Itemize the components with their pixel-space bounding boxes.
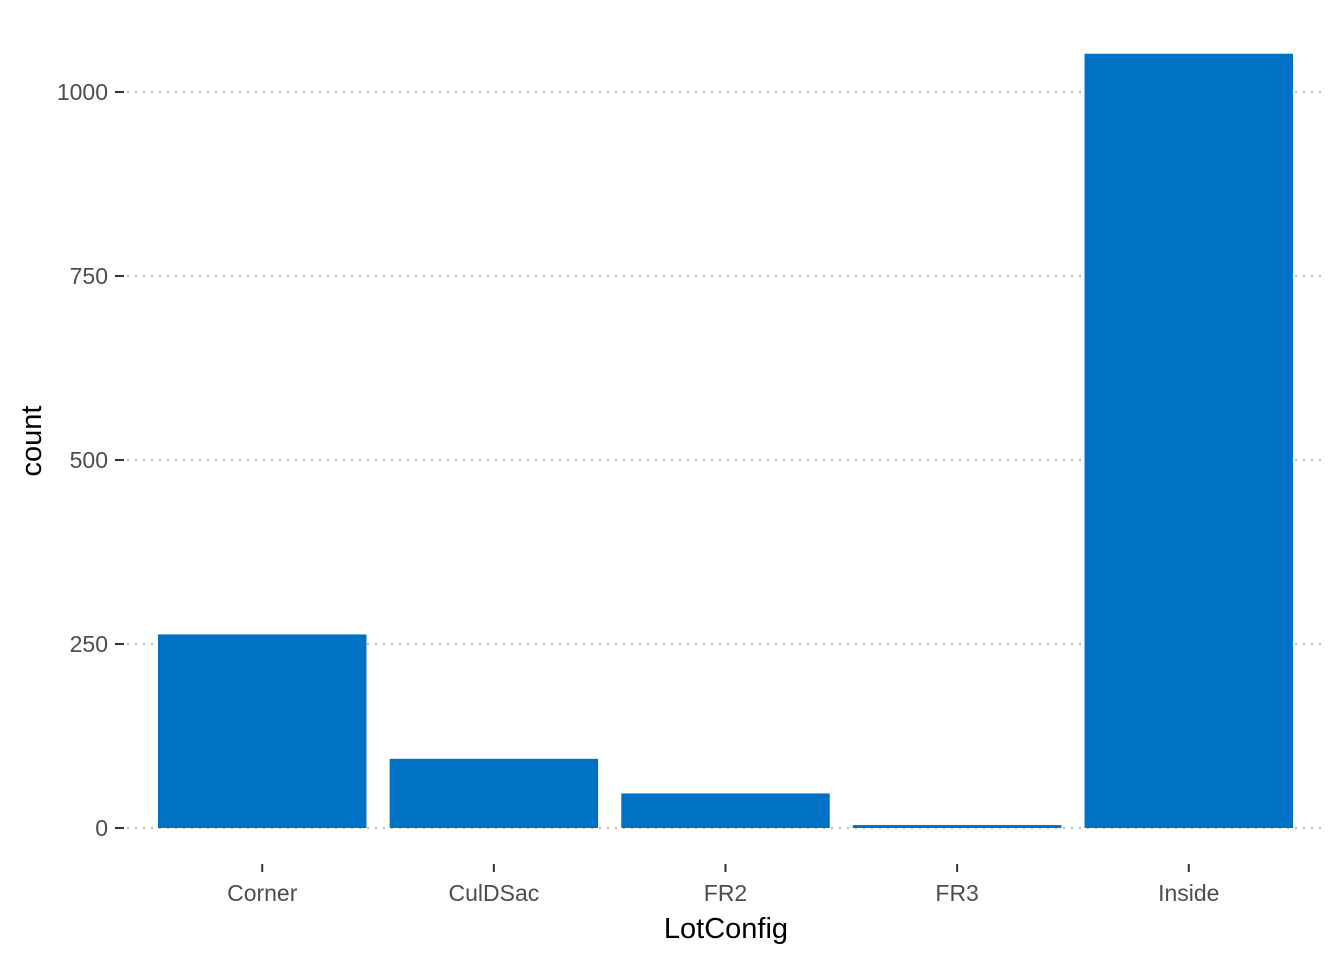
bar-inside bbox=[1084, 53, 1293, 828]
y-tick-label: 500 bbox=[70, 447, 108, 473]
bars bbox=[158, 53, 1293, 828]
y-axis: 0 250 500 750 1000 bbox=[57, 79, 124, 841]
x-axis: Corner CulDSac FR2 FR3 Inside bbox=[227, 864, 1219, 906]
x-tick-label: CulDSac bbox=[448, 880, 539, 906]
y-tick-label: 250 bbox=[70, 631, 108, 657]
x-tick-label: Corner bbox=[227, 880, 298, 906]
x-tick-label: Inside bbox=[1158, 880, 1219, 906]
bar-culdsac bbox=[389, 758, 599, 828]
bar-fr3 bbox=[852, 825, 1062, 828]
x-axis-title: LotConfig bbox=[664, 913, 788, 945]
bar-fr2 bbox=[621, 793, 830, 828]
y-tick-label: 1000 bbox=[57, 79, 108, 105]
x-tick-label: FR3 bbox=[935, 880, 978, 906]
bar-corner bbox=[158, 634, 367, 828]
x-tick-label: FR2 bbox=[704, 880, 747, 906]
y-tick-label: 750 bbox=[70, 263, 108, 289]
y-tick-label: 0 bbox=[95, 815, 108, 841]
y-axis-title: count bbox=[16, 406, 48, 477]
